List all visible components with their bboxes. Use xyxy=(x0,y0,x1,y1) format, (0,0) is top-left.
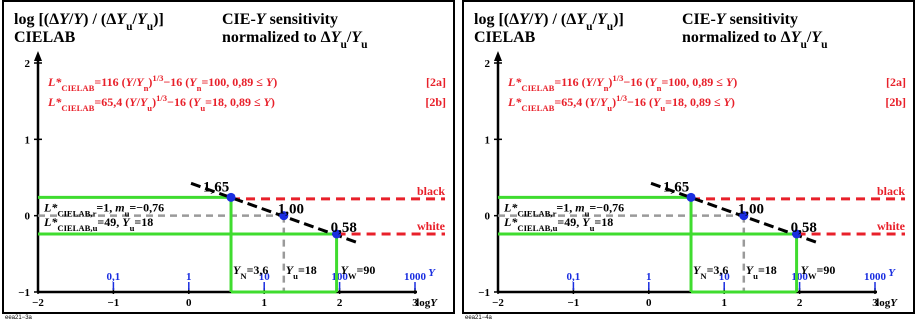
y-scale-label: 0,1 xyxy=(107,271,121,283)
x-axis-label: logY xyxy=(416,297,438,309)
data-point xyxy=(332,229,342,239)
chart-svg-left: log [(ΔY/Y) / (ΔYu/Yu)]CIELAB CIE-Y sensi… xyxy=(2,0,455,314)
title-left-line2: CIELAB xyxy=(474,29,536,46)
formula-2b: L*CIELAB=65,4 (Y/Yu)1/3−16 (Yu=18, 0,89 … xyxy=(47,93,275,113)
x-tick-label: −1 xyxy=(568,297,580,309)
x-tick-label: 2 xyxy=(797,297,803,309)
title-left-line1: log [(ΔY/Y) / (ΔYu/Yu)] xyxy=(14,11,164,33)
x-tick-label: 3 xyxy=(872,297,878,309)
yu-label: Yu=18 xyxy=(286,263,317,281)
x-tick-label: 3 xyxy=(412,297,418,309)
formula-2b-tag: [2b] xyxy=(425,95,446,109)
y-scale-axis-label: Y xyxy=(888,267,896,279)
formula-2a-tag: [2a] xyxy=(426,75,446,89)
label-black: black xyxy=(877,184,905,198)
y-scale-axis-label: Y xyxy=(428,267,436,279)
chart-panel-left: log [(ΔY/Y) / (ΔYu/Yu)] CIELAB CIE-Y sensi… xyxy=(2,0,455,324)
panel-frame xyxy=(2,0,455,314)
y-scale-label: 1000 xyxy=(864,271,887,283)
data-point xyxy=(739,211,749,221)
formula-2a-tag: [2a] xyxy=(886,75,906,89)
x-tick-label: −2 xyxy=(492,297,504,309)
x-tick-label: −2 xyxy=(32,297,44,309)
x-tick-label: 0 xyxy=(186,297,192,309)
formula-2b: L*CIELAB=65,4 (Y/Yu)1/3−16 (Yu=18, 0,89 … xyxy=(507,93,735,113)
y-tick-label: 0 xyxy=(485,211,491,223)
y-scale-label: 1 xyxy=(186,271,192,283)
data-point xyxy=(226,192,236,202)
label-white: white xyxy=(417,219,446,233)
label-white: white xyxy=(877,219,906,233)
title-left-line1: log [(ΔY/Y) / (ΔYu/Yu)] xyxy=(474,11,624,33)
label-r: L*CIELAB,r=1, mu=−0,76 xyxy=(43,200,164,218)
data-point-label: 1,65 xyxy=(203,179,229,195)
x-axis-label: logY xyxy=(876,297,898,309)
x-tick-label: 2 xyxy=(337,297,343,309)
formula-2b-tag: [2b] xyxy=(885,95,906,109)
y-tick-label: 0 xyxy=(25,211,31,223)
data-point-label: 1,00 xyxy=(738,202,764,218)
label-black: black xyxy=(417,184,445,198)
data-point xyxy=(686,192,696,202)
y-tick-label: 1 xyxy=(25,134,31,146)
x-tick-label: 1 xyxy=(721,297,727,309)
yw-label: YW=90 xyxy=(341,263,376,281)
label-u: L*CIELAB,u=49, Yu=18 xyxy=(43,215,153,233)
yu-label: Yu=18 xyxy=(746,263,777,281)
data-point-label: 0,58 xyxy=(331,220,357,236)
y-axis-arrow xyxy=(494,51,502,61)
chart-panel-right: log [(ΔY/Y) / (ΔYu/Yu)] CIELAB CIE-Y sensi… xyxy=(462,0,915,324)
y-tick-label: 1 xyxy=(485,134,491,146)
title-right-line2: normalized to ΔYu/Yu xyxy=(222,29,368,51)
panel-frame xyxy=(462,0,915,314)
data-point-label: 1,65 xyxy=(663,179,689,195)
title-right-line1: CIE-Y sensitivity xyxy=(682,11,798,28)
y-axis-arrow xyxy=(34,51,42,61)
y-scale-label: 10 xyxy=(719,271,731,283)
formula-2a: L*CIELAB=116 (Y/Yn)1/3−16 (Yn=100, 0,89 … xyxy=(47,73,277,93)
yw-label: YW=90 xyxy=(801,263,836,281)
title-left-line2: CIELAB xyxy=(14,29,76,46)
footer-code-right: eea21−4a xyxy=(465,315,492,321)
y-tick-label: 2 xyxy=(485,58,491,70)
data-point-label: 1,00 xyxy=(278,202,304,218)
data-point xyxy=(279,211,289,221)
y-scale-label: 1000 xyxy=(404,271,427,283)
formula-2a: L*CIELAB=116 (Y/Yn)1/3−16 (Yn=100, 0,89 … xyxy=(507,73,737,93)
yn-label: YN=3,6 xyxy=(693,263,728,281)
y-scale-label: 10 xyxy=(259,271,271,283)
data-point xyxy=(792,229,802,239)
y-tick-label: −1 xyxy=(478,287,490,299)
y-scale-label: 0,1 xyxy=(567,271,581,283)
y-tick-label: −1 xyxy=(18,287,30,299)
y-scale-label: 1 xyxy=(646,271,652,283)
label-r: L*CIELAB,r=1, mu=−0,76 xyxy=(503,200,624,218)
x-tick-label: 1 xyxy=(261,297,267,309)
y-tick-label: 2 xyxy=(25,58,31,70)
yn-label: YN=3,6 xyxy=(233,263,268,281)
x-tick-label: −1 xyxy=(108,297,120,309)
footer-code-left: eea21−3a xyxy=(5,315,32,321)
data-point-label: 0,58 xyxy=(791,220,817,236)
chart-svg-right: log [(ΔY/Y) / (ΔYu/Yu)]CIELAB CIE-Y sensi… xyxy=(462,0,915,314)
title-right-line2: normalized to ΔYu/Yu xyxy=(682,29,828,51)
label-u: L*CIELAB,u=49, Yu=18 xyxy=(503,215,613,233)
title-right-line1: CIE-Y sensitivity xyxy=(222,11,338,28)
x-tick-label: 0 xyxy=(646,297,652,309)
